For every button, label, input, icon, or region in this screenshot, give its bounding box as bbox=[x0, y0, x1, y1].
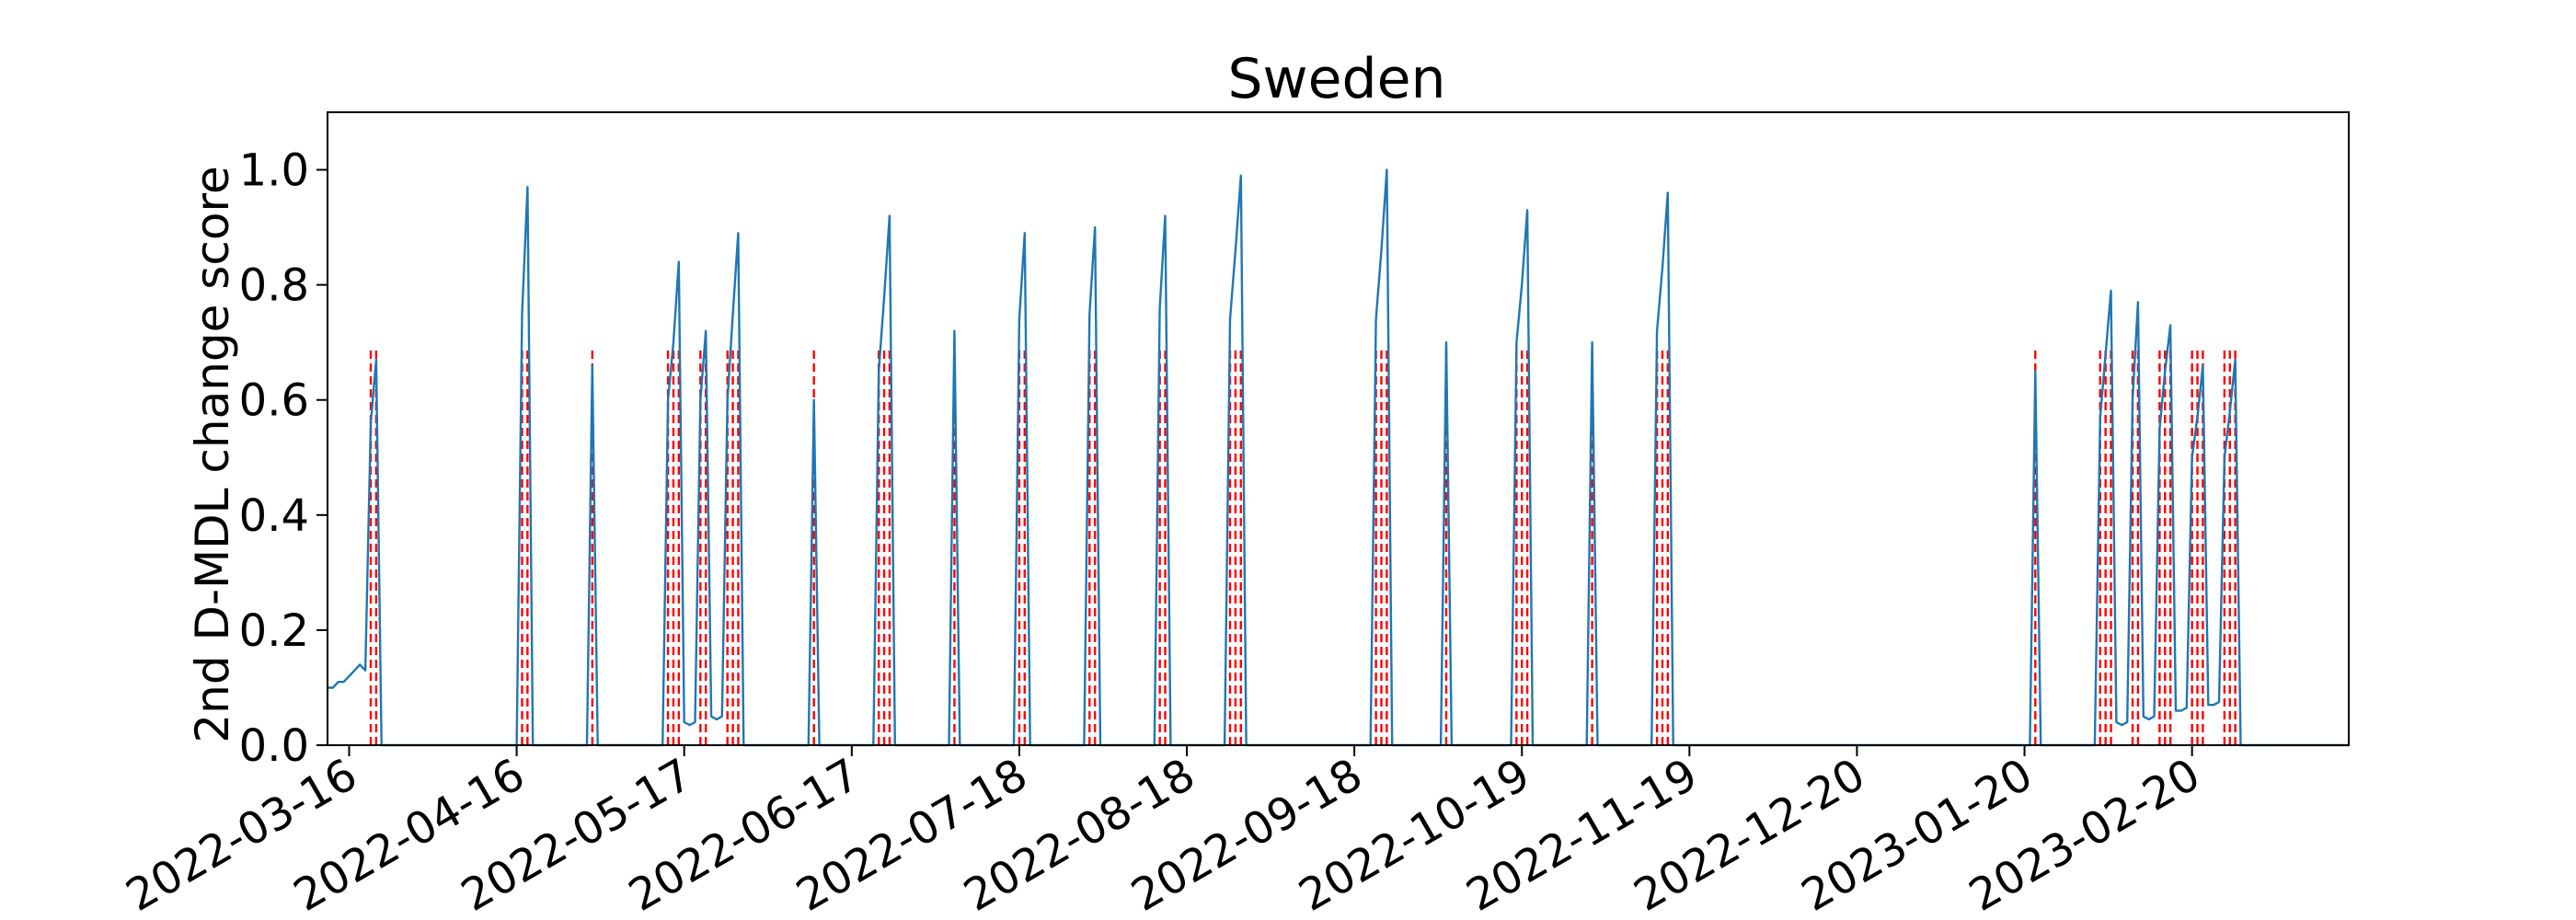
series-line bbox=[328, 168, 2349, 747]
plot-area bbox=[328, 168, 2349, 747]
series-group bbox=[328, 168, 2349, 747]
y-tick-label: 0.2 bbox=[239, 605, 309, 657]
change-points bbox=[369, 348, 2237, 745]
y-tick-label: 1.0 bbox=[239, 145, 309, 197]
x-axis: 2022-03-162022-04-162022-05-172022-06-17… bbox=[118, 745, 2209, 920]
plot-frame bbox=[327, 111, 2350, 746]
chart-title: Sweden bbox=[1227, 47, 1445, 111]
y-axis-label: 2nd D-MDL change score bbox=[186, 166, 239, 742]
y-axis: 0.0 0.2 0.4 0.6 0.8 1.0 bbox=[239, 145, 328, 772]
y-tick-label: 0.8 bbox=[239, 260, 309, 312]
y-tick-label: 0.6 bbox=[239, 375, 309, 427]
y-tick-label: 0.0 bbox=[239, 720, 309, 772]
y-tick-label: 0.4 bbox=[239, 490, 309, 542]
